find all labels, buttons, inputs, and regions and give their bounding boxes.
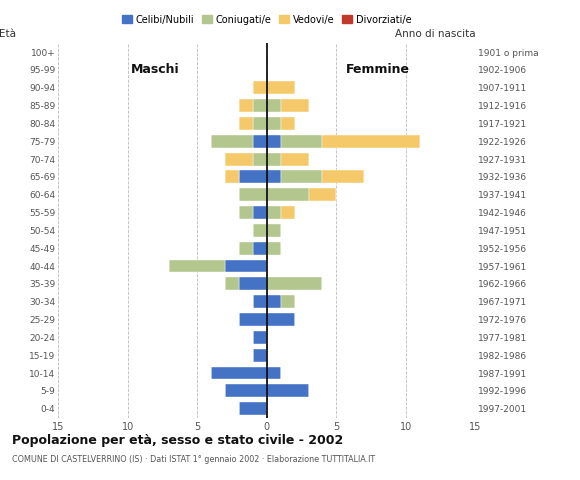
- Text: Anno di nascita: Anno di nascita: [395, 29, 476, 39]
- Bar: [309, 188, 336, 201]
- Bar: [267, 188, 309, 201]
- Bar: [267, 117, 281, 130]
- Bar: [267, 295, 281, 308]
- Bar: [225, 170, 239, 183]
- Bar: [239, 277, 267, 290]
- Bar: [267, 99, 281, 112]
- Bar: [253, 135, 267, 148]
- Text: Femmine: Femmine: [346, 63, 410, 76]
- Bar: [253, 153, 267, 166]
- Bar: [281, 170, 322, 183]
- Bar: [239, 99, 253, 112]
- Bar: [225, 384, 267, 397]
- Bar: [281, 153, 309, 166]
- Bar: [253, 242, 267, 255]
- Bar: [322, 135, 420, 148]
- Bar: [267, 242, 281, 255]
- Bar: [239, 170, 267, 183]
- Bar: [281, 295, 295, 308]
- Bar: [225, 277, 239, 290]
- Bar: [267, 206, 281, 219]
- Bar: [253, 224, 267, 237]
- Bar: [253, 295, 267, 308]
- Text: Popolazione per età, sesso e stato civile - 2002: Popolazione per età, sesso e stato civil…: [12, 434, 343, 447]
- Bar: [281, 135, 322, 148]
- Bar: [267, 170, 281, 183]
- Legend: Celibi/Nubili, Coniugati/e, Vedovi/e, Divorziati/e: Celibi/Nubili, Coniugati/e, Vedovi/e, Di…: [118, 11, 415, 28]
- Bar: [253, 117, 267, 130]
- Bar: [267, 277, 322, 290]
- Bar: [281, 206, 295, 219]
- Bar: [281, 99, 309, 112]
- Bar: [225, 153, 253, 166]
- Bar: [169, 260, 225, 273]
- Bar: [211, 367, 267, 380]
- Bar: [253, 99, 267, 112]
- Bar: [267, 367, 281, 380]
- Bar: [267, 81, 295, 94]
- Bar: [267, 153, 281, 166]
- Bar: [239, 242, 253, 255]
- Bar: [267, 384, 309, 397]
- Bar: [253, 81, 267, 94]
- Bar: [239, 188, 267, 201]
- Bar: [239, 313, 267, 326]
- Bar: [239, 117, 253, 130]
- Bar: [225, 260, 267, 273]
- Bar: [253, 349, 267, 361]
- Bar: [253, 206, 267, 219]
- Bar: [281, 117, 295, 130]
- Text: Maschi: Maschi: [131, 63, 180, 76]
- Bar: [267, 135, 281, 148]
- Bar: [239, 206, 253, 219]
- Bar: [239, 402, 267, 415]
- Bar: [253, 331, 267, 344]
- Bar: [267, 224, 281, 237]
- Bar: [267, 313, 295, 326]
- Bar: [211, 135, 253, 148]
- Text: COMUNE DI CASTELVERRINO (IS) · Dati ISTAT 1° gennaio 2002 · Elaborazione TUTTITA: COMUNE DI CASTELVERRINO (IS) · Dati ISTA…: [12, 455, 375, 464]
- Bar: [322, 170, 364, 183]
- Text: Età: Età: [0, 29, 16, 39]
